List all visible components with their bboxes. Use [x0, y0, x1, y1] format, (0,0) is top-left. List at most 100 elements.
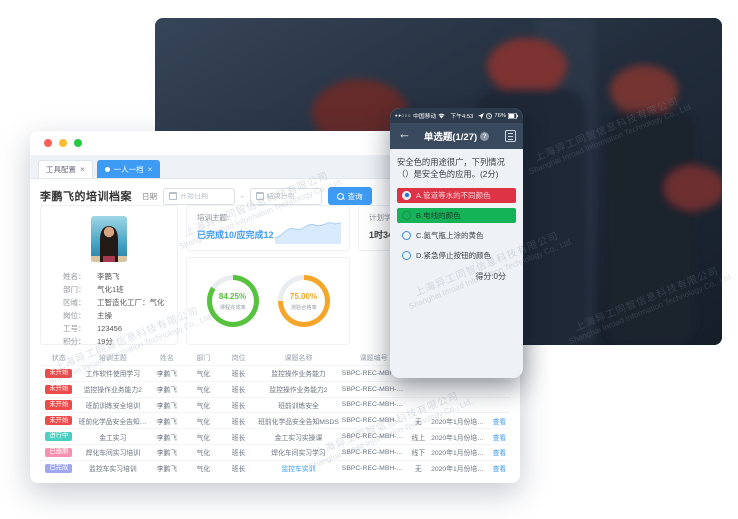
quiz-title: 单选题(1/27) ? — [424, 129, 490, 143]
donut-label: 课程完成率 — [219, 304, 246, 311]
column-header: 姓名 — [159, 354, 174, 362]
tab-工具配置[interactable]: 工具配置 × — [38, 160, 93, 178]
profile-field: 岗位： 主操 — [41, 309, 177, 322]
back-icon[interactable]: ← — [398, 126, 411, 141]
profile-field-value: 工智造化工厂：气化 — [97, 298, 165, 307]
cell-post: 班长 — [231, 434, 246, 442]
plan-value: 1时34分 — [369, 230, 403, 240]
profile-field-label: 姓名： — [63, 272, 86, 281]
tab-close-icon[interactable]: × — [147, 165, 153, 174]
toolbar: 李鹏飞的培训档案 日期 - 查询 — [30, 179, 520, 211]
status-badge: 未开始 — [45, 416, 73, 426]
donut-chart: 75.00% 测验合格率 — [277, 275, 330, 327]
radio-icon[interactable] — [402, 230, 411, 240]
minimize-window-icon[interactable] — [59, 139, 67, 147]
cell-topic: 监控操作业务能力2 — [83, 387, 142, 395]
profile-field: 部门： 气化1班 — [41, 283, 177, 296]
help-icon[interactable]: ? — [480, 131, 490, 141]
table-row: 已完成 监控车实习培训 李鹏飞 气化 班长 监控车实训 SBPC-REC-MBH-017 无 2… — [40, 459, 510, 476]
radio-icon[interactable] — [402, 190, 411, 200]
cell-mode: 线上 — [411, 434, 426, 442]
question-area: 安全色的用途很广，下列情况（）是安全色的应用。(2分) A.管道等水的不同颜色 B… — [390, 149, 523, 282]
donut-value: 75.00% — [289, 291, 318, 301]
quiz-option[interactable]: A.管道等水的不同颜色 — [397, 187, 516, 203]
location-arrow-icon — [478, 112, 485, 119]
training-topic-card: 培训主题: 已完成10/应完成12 — [186, 205, 350, 251]
table-header-row: 状态 培训主题 姓名 部门 岗位 课题名称 课题编号 — [40, 350, 510, 365]
search-button[interactable]: 查询 — [327, 187, 372, 205]
start-date-input[interactable] — [180, 192, 229, 200]
quiz-option[interactable]: C.氮气瓶上涂的黄色 — [397, 228, 516, 243]
table-row: 已逾期 焊化车间实习培训 李鹏飞 气化 班长 焊化车间实习学习 SBPC-REC-MBH-0… — [40, 443, 510, 460]
end-date-input-wrap — [249, 187, 322, 205]
table-row: 进行中 金工实习 李鹏飞 气化 班长 金工实习实操课 SBPC-REC-MBH-017 线上 2… — [40, 428, 510, 444]
answer-sheet-icon[interactable] — [505, 130, 516, 142]
battery-icon — [507, 112, 518, 119]
start-date-input-wrap — [163, 187, 235, 205]
cell-code: SBPC-REC-MBH-017 — [341, 448, 407, 456]
cell-dept: 气化 — [196, 371, 211, 379]
cell-plan: 2020年1月份培训计划 — [431, 450, 489, 458]
radio-icon[interactable] — [402, 210, 411, 220]
tab-close-icon[interactable]: × — [80, 165, 85, 174]
cell-code: SBPC-REC-MBH-017 — [341, 385, 407, 393]
cell-dept: 气化 — [196, 402, 211, 410]
end-date-input[interactable] — [266, 192, 316, 200]
cell-mode: 线下 — [411, 450, 426, 458]
cell-course[interactable]: 监控车实训 — [281, 466, 316, 474]
search-icon — [336, 192, 344, 200]
cell-code: SBPC-REC-MBH-017 — [341, 464, 407, 472]
profile-field: 姓名： 李鹏飞 — [41, 270, 177, 283]
column-header: 课题编号 — [359, 354, 388, 362]
status-badge: 进行中 — [45, 431, 73, 442]
cell-course: 监控操作业务能力 — [271, 371, 326, 379]
rate-charts-card: 84.25% 课程完成率 75.00% 测验合格率 — [186, 257, 350, 345]
column-header: 岗位 — [231, 354, 246, 362]
training-table: 状态 培训主题 姓名 部门 岗位 课题名称 课题编号 未开始 工作软件使用学习 李鹏飞 气化 班长监… — [40, 350, 510, 476]
quiz-option[interactable]: D.紧急停止按钮的颜色 — [397, 248, 516, 263]
calendar-icon — [255, 192, 264, 200]
cell-name: 李鹏飞 — [156, 402, 178, 410]
calendar-icon — [169, 192, 177, 200]
table-row: 未开始班前化学品安全告知MSDS李鹏飞气化班长班前化学品安全告知MSDSSBPC… — [40, 412, 510, 428]
option-label: C.氮气瓶上涂的黄色 — [416, 230, 484, 240]
table-row: 未开始 监控操作业务能力2 李鹏飞 气化 班长 监控操作业务能力2 SBPC-REC-MBH… — [40, 380, 510, 397]
status-badge: 未开始 — [45, 400, 73, 410]
cell-plan: 2020年1月份培训计划 — [431, 434, 489, 442]
maximize-window-icon[interactable] — [74, 139, 82, 147]
quiz-option[interactable]: B.电线的颜色 — [397, 207, 516, 223]
radio-icon[interactable] — [402, 250, 411, 260]
cell-dept: 气化 — [196, 450, 211, 458]
avatar — [91, 216, 127, 262]
donut-value: 84.25% — [218, 291, 247, 301]
tab-一人一档[interactable]: 一人一档 × — [96, 160, 161, 178]
cell-post: 班长 — [231, 450, 246, 458]
wifi-icon — [438, 113, 445, 118]
status-badge: 已逾期 — [45, 447, 73, 458]
cell-mode: 无 — [414, 466, 422, 474]
cell-post: 班长 — [231, 466, 246, 474]
view-link[interactable]: 查看 — [492, 418, 507, 426]
score-text: 得分:0分 — [475, 271, 506, 281]
option-label: D.紧急停止按钮的颜色 — [416, 250, 491, 260]
cell-topic: 班前化学品安全告知MSDS — [78, 418, 149, 426]
table-row: 未开始 班前训练安全培训 李鹏飞 气化 班长 班前训练安全 SBPC-REC-MBH-017 — [40, 396, 510, 413]
view-link[interactable]: 查看 — [492, 434, 507, 442]
table-row: 未开始 工作软件使用学习 李鹏飞 气化 班长 监控操作业务能力 SBPC-REC-MBH-0… — [40, 365, 510, 381]
view-link[interactable]: 查看 — [492, 466, 507, 474]
close-window-icon[interactable] — [44, 139, 52, 147]
profile-field: 区域： 工智造化工厂：气化 — [41, 296, 177, 309]
cell-dept: 气化 — [196, 466, 211, 474]
cell-name: 李鹏飞 — [156, 450, 178, 458]
view-link[interactable]: 查看 — [492, 450, 507, 458]
cell-post: 班长 — [231, 371, 246, 379]
cell-course: 监控操作业务能力2 — [269, 387, 328, 395]
status-badge: 未开始 — [45, 384, 73, 394]
profile-field-label: 区域： — [63, 298, 86, 307]
column-header: 课题名称 — [284, 354, 313, 362]
cell-name: 李鹏飞 — [156, 371, 178, 379]
tab-label: 工具配置 — [46, 165, 76, 174]
tab-dot-icon — [104, 167, 110, 172]
tab-label: 一人一档 — [113, 165, 144, 174]
phone-quiz-screen: ●●○○○ 中国移动 下午4:53 76% ← 单选题(1/27) ? 安全色的… — [390, 108, 523, 378]
